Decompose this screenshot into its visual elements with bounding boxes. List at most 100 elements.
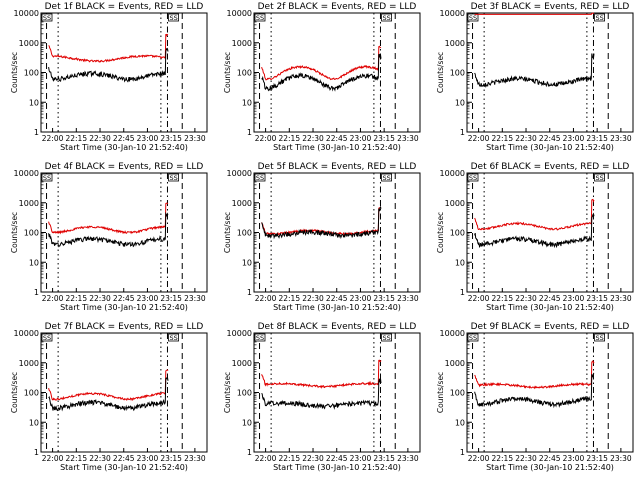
ss-marker-box	[254, 13, 266, 22]
chart-title: Det 1f BLACK = Events, RED = LLD	[45, 2, 204, 12]
x-tick-label: 22:00	[42, 294, 64, 303]
x-tick-label: 22:15	[65, 454, 87, 463]
y-axis-label: Counts/sec	[436, 372, 445, 413]
chart-panel: Det 7f BLACK = Events, RED = LLD 1 10 100 10…	[10, 322, 208, 472]
y-axis-label: Counts/sec	[223, 372, 232, 413]
y-tick-label: 10000	[227, 329, 252, 338]
chart-title: Det 7f BLACK = Events, RED = LLD	[45, 322, 204, 332]
y-tick-label: 10	[29, 98, 39, 107]
chart-panel: Det 2f BLACK = Events, RED = LLD 1 10 100 10…	[223, 2, 421, 152]
y-tick-label: 10	[455, 98, 465, 107]
y-tick-label: 1	[34, 288, 39, 297]
x-tick-label: 23:15	[160, 454, 182, 463]
ss-marker-label: SS	[595, 174, 603, 182]
y-tick-label: 1	[460, 128, 465, 137]
events-series-line	[474, 372, 595, 409]
chart-panel: Det 3f BLACK = Events, RED = LLD 1 10 100 10…	[436, 2, 634, 152]
chart-panel: Det 1f BLACK = Events, RED = LLD 1 10 100 10…	[10, 2, 208, 152]
y-axis-label: Counts/sec	[10, 212, 19, 253]
x-tick-label: 22:00	[468, 134, 490, 143]
x-tick-label: 23:15	[160, 294, 182, 303]
ss-marker-box	[41, 13, 53, 22]
lld-series-line	[261, 359, 382, 389]
y-tick-label: 10000	[227, 169, 252, 178]
ss-marker-label: SS	[595, 14, 603, 22]
ss-marker-box	[41, 333, 53, 342]
x-tick-label: 22:45	[113, 294, 135, 303]
ss-marker-box	[381, 333, 392, 342]
x-tick-label: 23:00	[137, 294, 159, 303]
x-tick-label: 23:15	[586, 134, 608, 143]
chart-title: Det 3f BLACK = Events, RED = LLD	[471, 2, 630, 12]
y-tick-label: 10	[29, 418, 39, 427]
x-tick-label: 23:00	[137, 454, 159, 463]
events-series-line	[48, 47, 169, 83]
y-tick-label: 10	[242, 418, 252, 427]
x-tick-label: 23:00	[563, 454, 585, 463]
x-tick-label: 22:15	[278, 294, 300, 303]
y-tick-label: 1000	[232, 199, 252, 208]
y-tick-label: 100	[450, 69, 465, 78]
x-tick-label: 23:30	[184, 454, 206, 463]
x-tick-label: 22:00	[468, 294, 490, 303]
x-tick-label: 23:30	[397, 454, 419, 463]
chart-title: Det 2f BLACK = Events, RED = LLD	[258, 2, 417, 12]
lld-series-line	[474, 359, 595, 390]
x-tick-label: 23:30	[397, 134, 419, 143]
y-tick-label: 100	[450, 389, 465, 398]
x-tick-label: 22:30	[89, 454, 111, 463]
ss-marker-label: SS	[382, 14, 390, 22]
ss-marker-label: SS	[43, 334, 51, 342]
ss-marker-label: SS	[169, 334, 177, 342]
ss-marker-box	[41, 173, 53, 182]
x-axis-label: Start Time (30-Jan-10 21:52:40)	[486, 463, 614, 472]
x-tick-label: 22:45	[326, 454, 348, 463]
ss-marker-label: SS	[382, 174, 390, 182]
y-axis-label: Counts/sec	[223, 52, 232, 93]
ss-marker-label: SS	[43, 174, 51, 182]
x-tick-label: 23:00	[350, 294, 372, 303]
ss-marker-label: SS	[382, 334, 390, 342]
ss-marker-box	[467, 13, 479, 22]
y-tick-label: 100	[237, 389, 252, 398]
y-tick-label: 10	[29, 258, 39, 267]
x-tick-label: 23:30	[184, 294, 206, 303]
ss-marker-label: SS	[469, 174, 477, 182]
x-tick-label: 22:30	[515, 294, 537, 303]
ss-marker-box	[168, 333, 179, 342]
y-tick-label: 10000	[14, 9, 39, 18]
x-tick-label: 22:00	[255, 134, 277, 143]
ss-marker-box	[168, 13, 179, 22]
ss-marker-label: SS	[595, 334, 603, 342]
y-axis-label: Counts/sec	[10, 52, 19, 93]
x-tick-label: 22:30	[515, 134, 537, 143]
x-axis-label: Start Time (30-Jan-10 21:52:40)	[273, 463, 401, 472]
lld-series-line	[261, 207, 382, 236]
ss-marker-label: SS	[256, 174, 264, 182]
y-tick-label: 1000	[19, 39, 39, 48]
y-tick-label: 1000	[232, 39, 252, 48]
events-series-line	[261, 378, 382, 410]
chart-title: Det 5f BLACK = Events, RED = LLD	[258, 162, 417, 172]
x-tick-label: 23:30	[610, 134, 632, 143]
ss-marker-label: SS	[169, 174, 177, 182]
ss-marker-box	[594, 173, 605, 182]
chart-panel: Det 9f BLACK = Events, RED = LLD 1 10 100 10…	[436, 322, 634, 472]
events-series-line	[48, 211, 169, 248]
y-tick-label: 10000	[227, 9, 252, 18]
lld-series-line	[474, 198, 595, 231]
x-tick-label: 22:15	[491, 454, 513, 463]
y-tick-label: 10000	[14, 329, 39, 338]
ss-marker-label: SS	[256, 14, 264, 22]
x-tick-label: 22:15	[491, 294, 513, 303]
y-tick-label: 1000	[445, 199, 465, 208]
x-tick-label: 22:45	[113, 454, 135, 463]
chart-panel: Det 4f BLACK = Events, RED = LLD 1 10 100 10…	[10, 162, 208, 312]
x-tick-label: 22:00	[42, 134, 64, 143]
y-axis-label: Counts/sec	[436, 212, 445, 253]
y-tick-label: 1	[247, 128, 252, 137]
chart-panel: Det 5f BLACK = Events, RED = LLD 1 10 100 10…	[223, 162, 421, 312]
events-series-line	[261, 53, 382, 92]
y-tick-label: 1000	[445, 39, 465, 48]
x-tick-label: 22:45	[539, 134, 561, 143]
